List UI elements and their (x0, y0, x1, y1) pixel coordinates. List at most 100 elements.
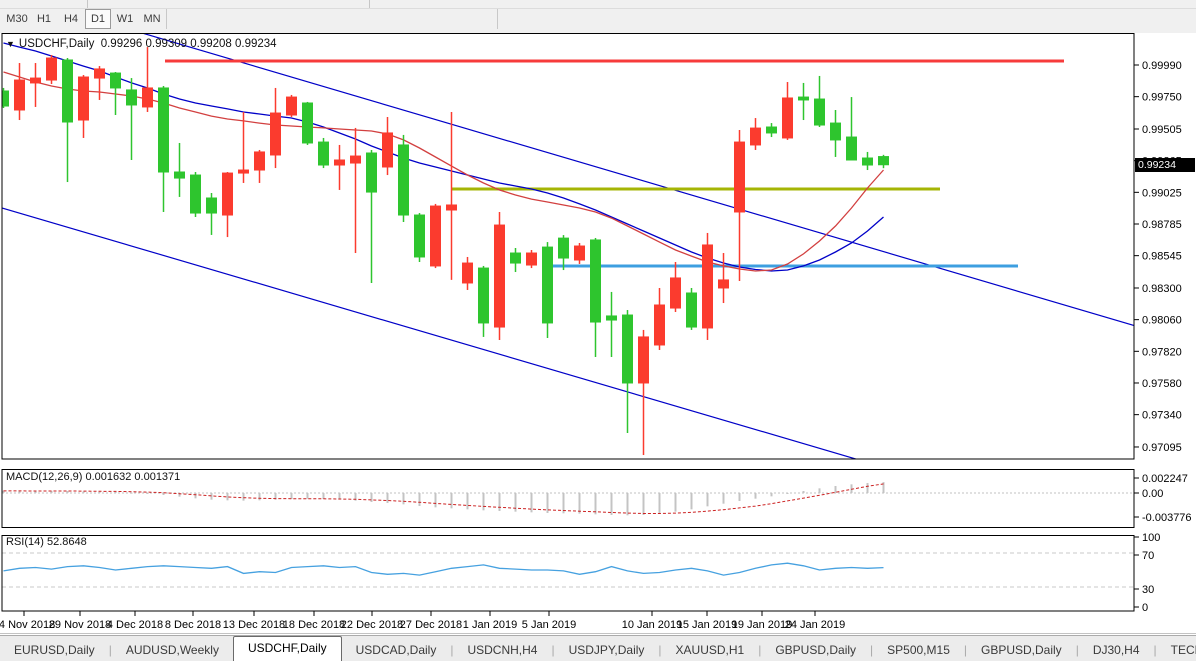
timeframe-button-m30[interactable]: M30 (6, 13, 28, 25)
candle-body-bear (798, 96, 809, 101)
price-tick-label: 0.97340 (1142, 410, 1182, 422)
chart-tab-gbpusd-daily[interactable]: GBPUSD,Daily (775, 643, 857, 657)
candle-body-bull (382, 132, 393, 168)
time-tick-label: 5 Jan 2019 (522, 619, 576, 631)
candlestick-chart[interactable] (0, 33, 1150, 461)
candle-body-bull (494, 224, 505, 328)
candle-body-bull (702, 244, 713, 329)
macd-histogram-bar (66, 491, 69, 493)
price-tick-label: 0.98300 (1142, 283, 1182, 295)
macd-indicator-label: MACD(12,26,9) 0.001632 0.001371 (6, 471, 181, 483)
toolbar-separator (166, 9, 167, 29)
macd-histogram-bar (850, 484, 853, 493)
timeframe-button-h1[interactable]: H1 (36, 13, 52, 25)
candle-body-bear (830, 122, 841, 141)
candle-body-bear (206, 197, 217, 214)
tab-separator: | (963, 643, 967, 657)
candle-body-bull (14, 79, 25, 111)
timeframe-button-w1[interactable]: W1 (116, 13, 134, 25)
chart-symbol-label: USDCHF,Daily (18, 38, 95, 50)
candle-body-bull (734, 141, 745, 213)
chart-tab-sp500-m15[interactable]: SP500,M15 (887, 643, 950, 657)
chart-tab-audusd-weekly[interactable]: AUDUSD,Weekly (125, 643, 219, 657)
chart-tab-bar: EURUSD,Daily | AUDUSD,Weekly USDCHF,Daily US… (0, 635, 1196, 661)
macd-histogram-bar (162, 493, 165, 495)
timeframe-toolbar: M30 H1 H4 D1 W1 MN (0, 0, 1196, 33)
timeframe-button-mn[interactable]: MN (143, 13, 161, 25)
time-tick-label: 29 Nov 2018 (49, 619, 111, 631)
rsi-tick-label: 30 (1142, 584, 1154, 596)
candle-body-bull (222, 172, 233, 216)
candle-body-bear (478, 267, 489, 324)
chart-tab-xauusd-h1[interactable]: XAUUSD,H1 (675, 643, 745, 657)
time-tick-label: 1 Jan 2019 (463, 619, 517, 631)
candle-body-bear (318, 141, 329, 166)
trendline[interactable] (0, 33, 1150, 330)
chart-canvas[interactable]: 0.999900.997500.995050.992650.990250.987… (0, 33, 1196, 635)
price-tick-label: 0.97820 (1142, 346, 1182, 358)
macd-histogram-bar (242, 493, 245, 501)
chart-tab-usdcad-daily[interactable]: USDCAD,Daily (355, 643, 437, 657)
macd-histogram-bar (578, 493, 581, 514)
chart-tab-usdcnh-h4[interactable]: USDCNH,H4 (467, 643, 538, 657)
toolbar-groove (0, 8, 1196, 9)
chart-background (0, 33, 1196, 635)
candle-body-bear (302, 102, 313, 144)
macd-histogram-bar (834, 486, 837, 493)
candle-body-bear (190, 174, 201, 214)
macd-histogram-bar (210, 493, 213, 500)
macd-tick-label: 0.00 (1142, 488, 1163, 500)
tab-separator: | (870, 643, 874, 657)
time-tick-label: 10 Jan 2019 (622, 619, 683, 631)
time-tick-label: 19 Jan 2019 (732, 619, 793, 631)
candle-body-bull (718, 279, 729, 289)
candle-body-bull (94, 68, 105, 79)
candle-body-bull (286, 96, 297, 116)
macd-histogram-bar (594, 493, 597, 515)
macd-histogram-bar (402, 493, 405, 505)
timeframe-button-d1[interactable]: D1 (85, 9, 111, 29)
macd-histogram-bar (466, 493, 469, 510)
macd-histogram-bar (482, 493, 485, 511)
macd-histogram-bar (802, 491, 805, 493)
macd-histogram-bar (50, 490, 53, 493)
chart-tab-usdchf-daily[interactable]: USDCHF,Daily (232, 636, 342, 661)
chart-tab-usdjpy-daily[interactable]: USDJPY,Daily (568, 643, 645, 657)
candle-body-bear (862, 157, 873, 166)
macd-panel[interactable]: 0.002247 0.00 -0.003776 (1, 469, 1192, 528)
chart-tab-eurusd-daily[interactable]: EURUSD,Daily (14, 643, 95, 657)
tab-separator: | (1153, 643, 1157, 657)
timeframe-button-h4[interactable]: H4 (63, 13, 79, 25)
macd-histogram-bar (370, 493, 373, 502)
macd-histogram-bar (354, 493, 357, 501)
toolbar-notch (369, 0, 370, 8)
chart-tab-tech100-h1[interactable]: TECH100,H1 (1170, 643, 1196, 657)
macd-histogram-bar (546, 493, 549, 513)
rsi-line (3, 562, 884, 576)
macd-histogram-bar (130, 492, 133, 494)
trendline[interactable] (0, 207, 862, 460)
symbol-dropdown-icon[interactable]: ▼ (6, 39, 15, 49)
macd-histogram-bar (562, 493, 565, 514)
tab-separator: | (551, 643, 555, 657)
macd-histogram-bar (738, 493, 741, 501)
candle-body-bull (574, 245, 585, 261)
main-panel-border (1, 33, 1135, 460)
rsi-panel[interactable]: 100 70 30 0 (1, 532, 1160, 614)
time-tick-label: 22 Dec 2018 (341, 619, 403, 631)
chart-tab-dj30-h4[interactable]: DJ30,H4 (1092, 643, 1140, 657)
candle-body-bull (238, 169, 249, 174)
price-tick-label: 0.99025 (1142, 187, 1182, 199)
tab-separator: | (108, 643, 112, 657)
macd-histogram-bar (2, 490, 5, 493)
macd-histogram-bar (194, 493, 197, 499)
candle-body-bull (670, 277, 681, 309)
price-tick-label: 0.99505 (1142, 124, 1182, 136)
candle-body-bull (334, 159, 345, 166)
candle-body-bear (366, 152, 377, 193)
chart-tab-gbpusd-daily[interactable]: GBPUSD,Daily (981, 643, 1062, 657)
time-tick-label: 15 Jan 2019 (677, 619, 738, 631)
macd-histogram-bar (642, 493, 645, 515)
